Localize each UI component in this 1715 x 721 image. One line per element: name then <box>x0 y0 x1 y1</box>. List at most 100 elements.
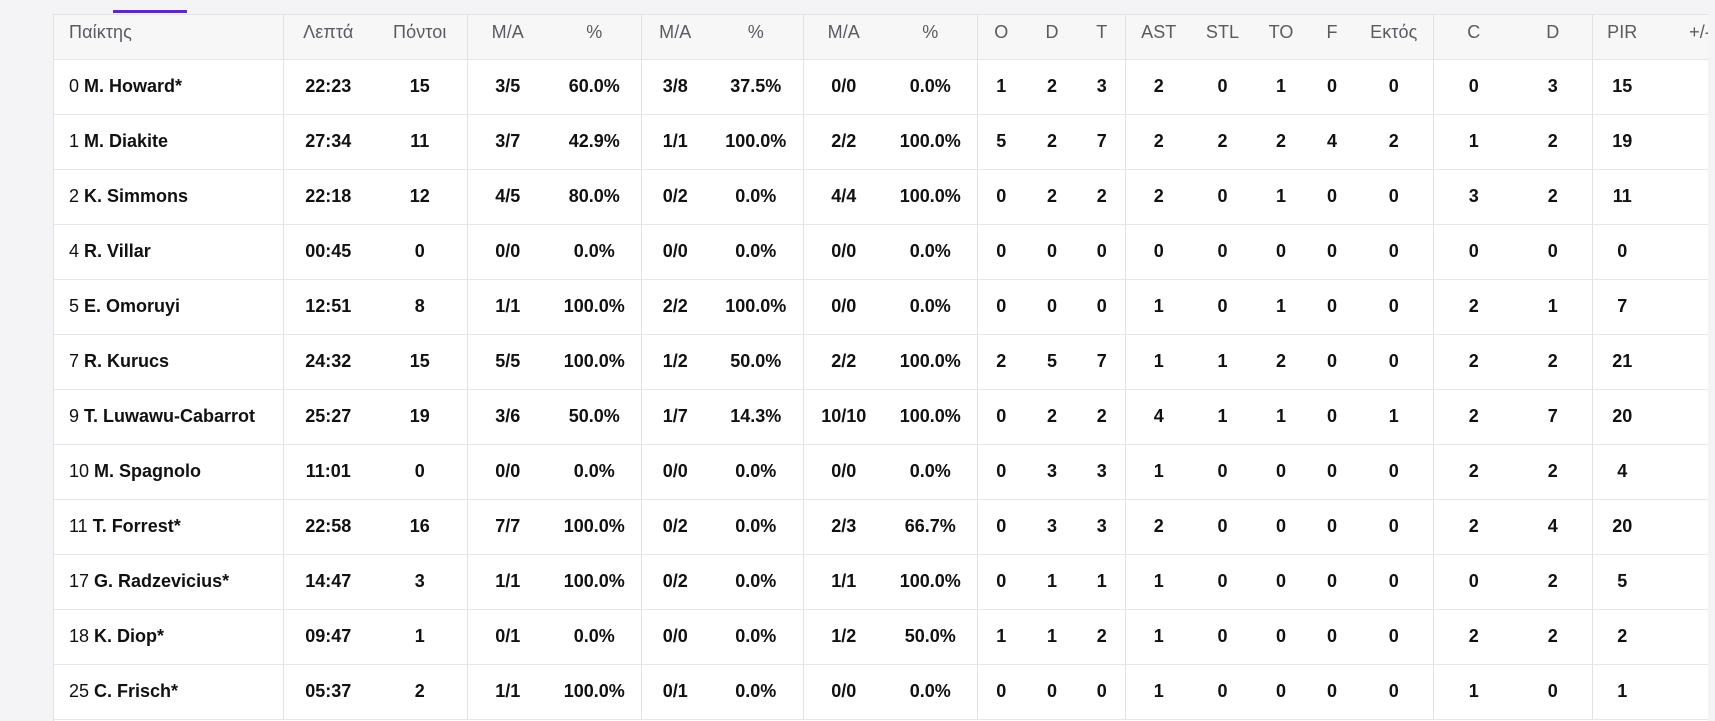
column-header-fg3-made-att[interactable]: M/A <box>641 15 709 60</box>
stat-cell-fouls-committed: 0 <box>1309 444 1355 500</box>
stat-cell-turnovers: 0 <box>1253 664 1309 720</box>
stat-cell-turnovers: 0 <box>1253 444 1309 500</box>
stat-cell-off-reb: 0 <box>977 499 1025 555</box>
column-header-minutes[interactable]: Λεπτά <box>283 15 373 60</box>
column-header-blocks-against[interactable]: Εκτός <box>1355 15 1434 60</box>
stat-cell-fouls-drawn: 2 <box>1433 444 1514 500</box>
stat-cell-def-reb: 0 <box>1025 664 1079 720</box>
player-cell: 4 R. Villar <box>54 224 284 280</box>
column-header-fouls-drawn[interactable]: C <box>1433 15 1514 60</box>
stat-cell-turnovers: 0 <box>1253 554 1309 610</box>
column-header-ft-pct[interactable]: % <box>884 15 978 60</box>
stat-cell-plus-minus <box>1652 169 1708 225</box>
player-number: 4 <box>69 241 80 261</box>
stat-cell-steals: 0 <box>1192 224 1253 280</box>
stat-cell-ft-made-att: 2/3 <box>803 499 884 555</box>
player-name-link[interactable]: T. Forrest* <box>92 516 181 536</box>
column-header-fg3-pct[interactable]: % <box>709 15 804 60</box>
column-header-plus-minus[interactable]: +/- <box>1652 15 1708 60</box>
stat-cell-minutes: 24:32 <box>283 334 373 390</box>
table-row: 1 M. Diakite 27:34 11 3/7 42.9% 1/1 100.0% 2/2 10… <box>54 114 1708 170</box>
stat-cell-fg3-made-att: 1/7 <box>641 389 709 445</box>
stat-cell-plus-minus <box>1652 114 1708 170</box>
table-row: 9 T. Luwawu-Cabarrot 25:27 19 3/6 50.0% 1/7 14.… <box>54 389 1708 445</box>
stat-cell-turnovers: 1 <box>1253 169 1309 225</box>
player-name-link[interactable]: K. Simmons <box>84 186 189 206</box>
stat-cell-ft-made-att: 2/2 <box>803 114 884 170</box>
column-header-points[interactable]: Πόντοι <box>373 15 468 60</box>
stat-cell-blocks: 0 <box>1514 224 1593 280</box>
stat-cell-assists: 4 <box>1125 389 1192 445</box>
stat-cell-ft-made-att: 4/4 <box>803 169 884 225</box>
stat-cell-ft-pct: 100.0% <box>884 554 978 610</box>
player-name-link[interactable]: C. Frisch* <box>94 681 179 701</box>
stat-cell-fouls-committed: 4 <box>1309 114 1355 170</box>
stat-cell-off-reb: 0 <box>977 224 1025 280</box>
table-row: 18 K. Diop* 09:47 1 0/1 0.0% 0/0 0.0% 1/2 50.0% 1 1… <box>54 609 1708 665</box>
column-header-fg2-made-att[interactable]: M/A <box>467 15 548 60</box>
column-header-fouls-committed[interactable]: F <box>1309 15 1355 60</box>
player-number: 25 <box>69 681 90 701</box>
stat-cell-assists: 1 <box>1125 279 1192 335</box>
stat-cell-blocks: 2 <box>1514 114 1593 170</box>
stat-cell-minutes: 25:27 <box>283 389 373 445</box>
stat-cell-fg3-made-att: 0/2 <box>641 554 709 610</box>
stat-cell-def-reb: 0 <box>1025 279 1079 335</box>
column-header-ft-made-att[interactable]: M/A <box>803 15 884 60</box>
stat-cell-ft-pct: 100.0% <box>884 389 978 445</box>
stat-cell-off-reb: 0 <box>977 664 1025 720</box>
column-header-off-reb[interactable]: O <box>977 15 1025 60</box>
table-row: 5 E. Omoruyi 12:51 8 1/1 100.0% 2/2 100.0% 0/0 0.… <box>54 279 1708 335</box>
table-row: 25 C. Frisch* 05:37 2 1/1 100.0% 0/1 0.0% 0/0 0.0… <box>54 664 1708 720</box>
stat-cell-minutes: 22:23 <box>283 59 373 115</box>
stat-cell-fg2-pct: 100.0% <box>548 664 642 720</box>
stat-cell-pir: 15 <box>1592 59 1652 115</box>
stat-cell-minutes: 22:18 <box>283 169 373 225</box>
player-name-link[interactable]: E. Omoruyi <box>84 296 181 316</box>
stat-cell-ft-pct: 0.0% <box>884 444 978 500</box>
column-header-turnovers[interactable]: TO <box>1253 15 1309 60</box>
stat-cell-fouls-drawn: 2 <box>1433 334 1514 390</box>
stat-cell-fg3-made-att: 1/2 <box>641 334 709 390</box>
player-stats-table: Παίκτης Λεπτά Πόντοι M/A% M/A% M/A% O D T AST STL T… <box>53 14 1708 721</box>
player-number: 10 <box>69 461 90 481</box>
stat-cell-steals: 0 <box>1192 609 1253 665</box>
column-header-blocks[interactable]: D <box>1514 15 1593 60</box>
stat-cell-fg2-made-att: 3/5 <box>467 59 548 115</box>
stat-cell-blocks-against: 0 <box>1355 664 1434 720</box>
stat-cell-fouls-committed: 0 <box>1309 59 1355 115</box>
column-header-def-reb[interactable]: D <box>1025 15 1079 60</box>
stat-cell-fouls-committed: 0 <box>1309 499 1355 555</box>
column-header-total-reb[interactable]: T <box>1079 15 1126 60</box>
player-number: 0 <box>69 76 80 96</box>
player-name-link[interactable]: M. Diakite <box>84 131 169 151</box>
stat-cell-steals: 1 <box>1192 334 1253 390</box>
stat-cell-minutes: 05:37 <box>283 664 373 720</box>
player-name-link[interactable]: R. Kurucs <box>84 351 170 371</box>
stat-cell-blocks-against: 0 <box>1355 444 1434 500</box>
column-header-pir[interactable]: PIR <box>1592 15 1652 60</box>
stat-cell-fg3-made-att: 0/2 <box>641 169 709 225</box>
stat-cell-blocks: 2 <box>1514 169 1593 225</box>
stat-cell-fouls-drawn: 2 <box>1433 609 1514 665</box>
column-header-fg2-pct[interactable]: % <box>548 15 642 60</box>
stat-cell-assists: 1 <box>1125 554 1192 610</box>
stat-cell-minutes: 12:51 <box>283 279 373 335</box>
stat-cell-points: 3 <box>373 554 468 610</box>
player-name-link[interactable]: G. Radzevicius* <box>94 571 230 591</box>
player-name-link[interactable]: M. Howard* <box>84 76 183 96</box>
player-name-link[interactable]: K. Diop* <box>94 626 165 646</box>
column-header-steals[interactable]: STL <box>1192 15 1253 60</box>
player-name-link[interactable]: T. Luwawu-Cabarrot <box>84 406 256 426</box>
stat-cell-blocks-against: 0 <box>1355 224 1434 280</box>
stat-cell-steals: 0 <box>1192 59 1253 115</box>
player-number: 1 <box>69 131 80 151</box>
stat-cell-fg2-pct: 80.0% <box>548 169 642 225</box>
stat-cell-steals: 0 <box>1192 554 1253 610</box>
player-name-link[interactable]: M. Spagnolo <box>94 461 202 481</box>
stat-cell-blocks: 1 <box>1514 279 1593 335</box>
stat-cell-assists: 1 <box>1125 664 1192 720</box>
column-header-assists[interactable]: AST <box>1125 15 1192 60</box>
player-name-link[interactable]: R. Villar <box>84 241 151 261</box>
column-header-player[interactable]: Παίκτης <box>54 15 284 60</box>
